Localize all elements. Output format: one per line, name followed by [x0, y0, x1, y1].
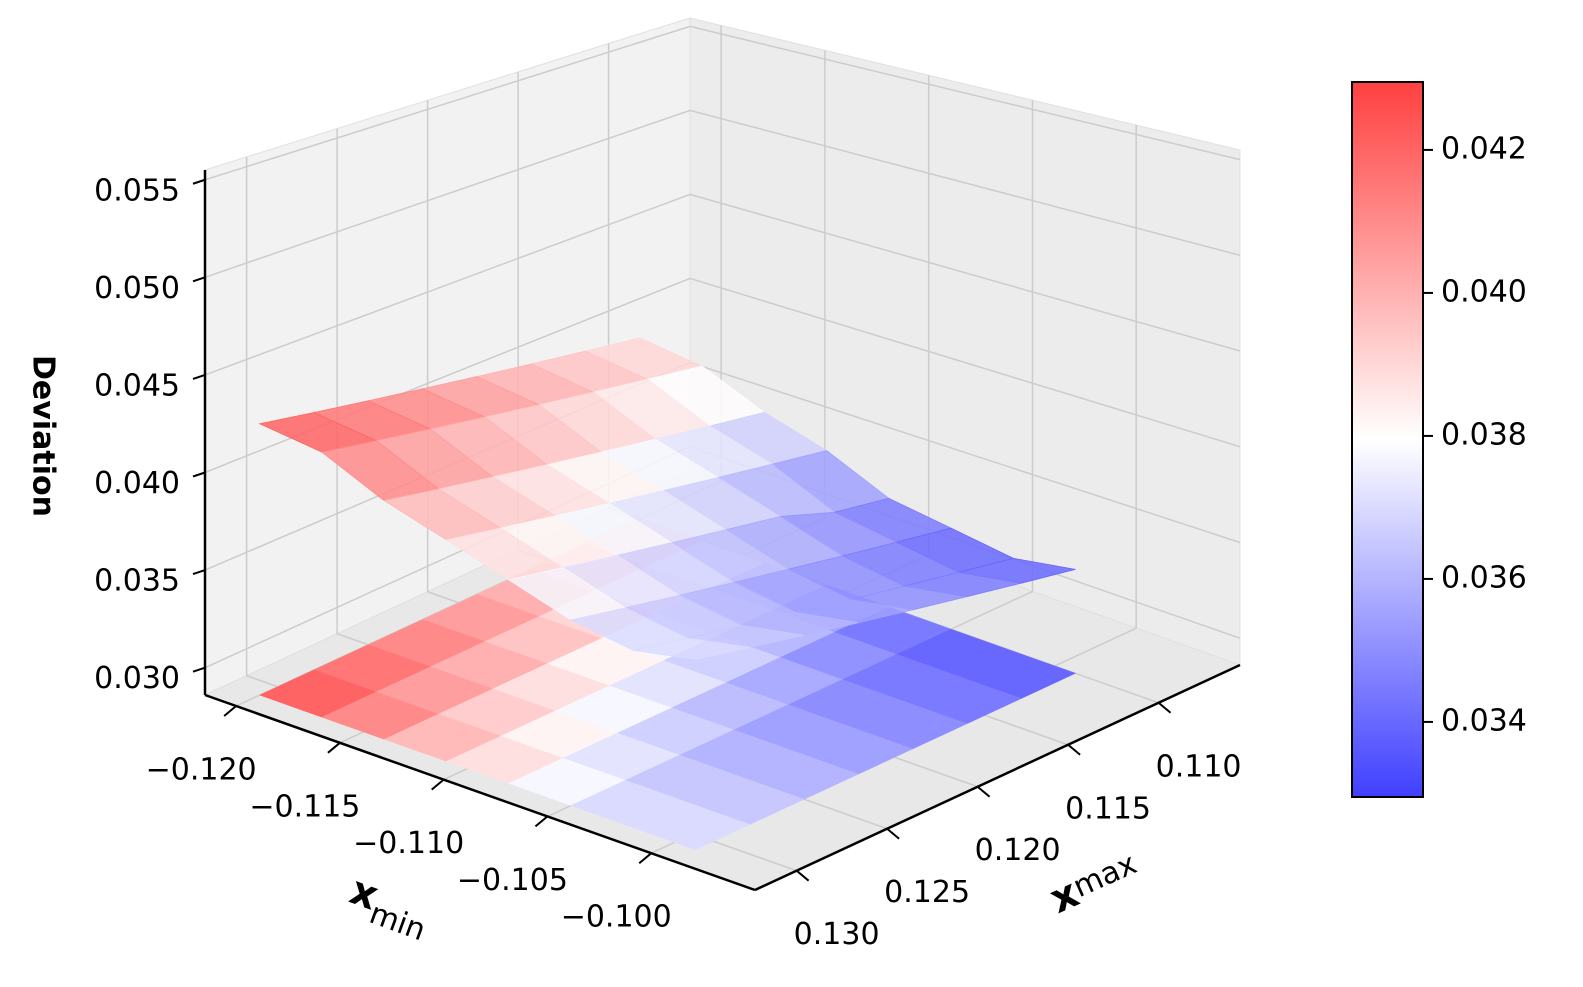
- x-tick-label: −0.120: [146, 753, 257, 788]
- colorbar-tick-label: 0.036: [1441, 560, 1527, 595]
- grid-line: [204, 193, 1241, 376]
- x-axis-line: [204, 693, 756, 892]
- z-tick: [192, 373, 206, 380]
- z-tick: [192, 178, 206, 185]
- z-tick-label: 0.030: [94, 661, 180, 696]
- y-tick-label: 0.130: [794, 917, 880, 952]
- z-tick-label: 0.040: [94, 466, 180, 501]
- y-tick: [976, 785, 991, 798]
- z-tick: [192, 666, 206, 673]
- x-tick: [327, 742, 341, 754]
- colorbar-tick-label: 0.042: [1441, 131, 1527, 166]
- z-tick: [192, 471, 206, 478]
- z-tick-label: 0.035: [94, 564, 180, 599]
- x-label-sub: min: [365, 896, 430, 948]
- z-tick-label: 0.045: [94, 368, 180, 403]
- x-tick: [431, 778, 445, 791]
- y-tick: [886, 827, 900, 840]
- y-tick-label: 0.125: [884, 875, 970, 910]
- x-tick-label: −0.105: [457, 863, 568, 898]
- x-tick-label: −0.100: [561, 900, 672, 935]
- z-axis-label: Deviation: [26, 355, 61, 517]
- x-tick-label: −0.115: [249, 789, 360, 824]
- surface-cell: [633, 637, 750, 660]
- x-tick: [534, 815, 549, 828]
- y-tick-label: 0.120: [975, 833, 1061, 868]
- colorbar-tick-label: 0.040: [1441, 274, 1527, 309]
- y-label-sub: max: [1068, 846, 1142, 905]
- floor-contour: [632, 802, 751, 850]
- grid-line: [204, 25, 1241, 181]
- z-tick: [192, 569, 206, 576]
- colorbar-tick-label: 0.034: [1441, 703, 1527, 738]
- z-tick-label: 0.050: [94, 271, 180, 306]
- y-tick-label: 0.110: [1156, 749, 1242, 784]
- y-tick: [1157, 702, 1172, 714]
- x-tick: [223, 705, 237, 717]
- grid-line: [204, 109, 1241, 279]
- colorbar-tick-label: 0.038: [1441, 417, 1527, 452]
- y-tick: [795, 869, 810, 882]
- z-tick-label: 0.055: [94, 173, 180, 208]
- x-axis-label: xmin: [341, 867, 437, 947]
- colorbar: [1351, 81, 1424, 798]
- x-tick-label: −0.110: [353, 826, 464, 861]
- y-tick: [1067, 743, 1081, 756]
- x-tick: [638, 852, 652, 864]
- z-tick: [192, 276, 206, 283]
- plot-3d: [192, 17, 1242, 892]
- y-tick-label: 0.115: [1065, 791, 1151, 826]
